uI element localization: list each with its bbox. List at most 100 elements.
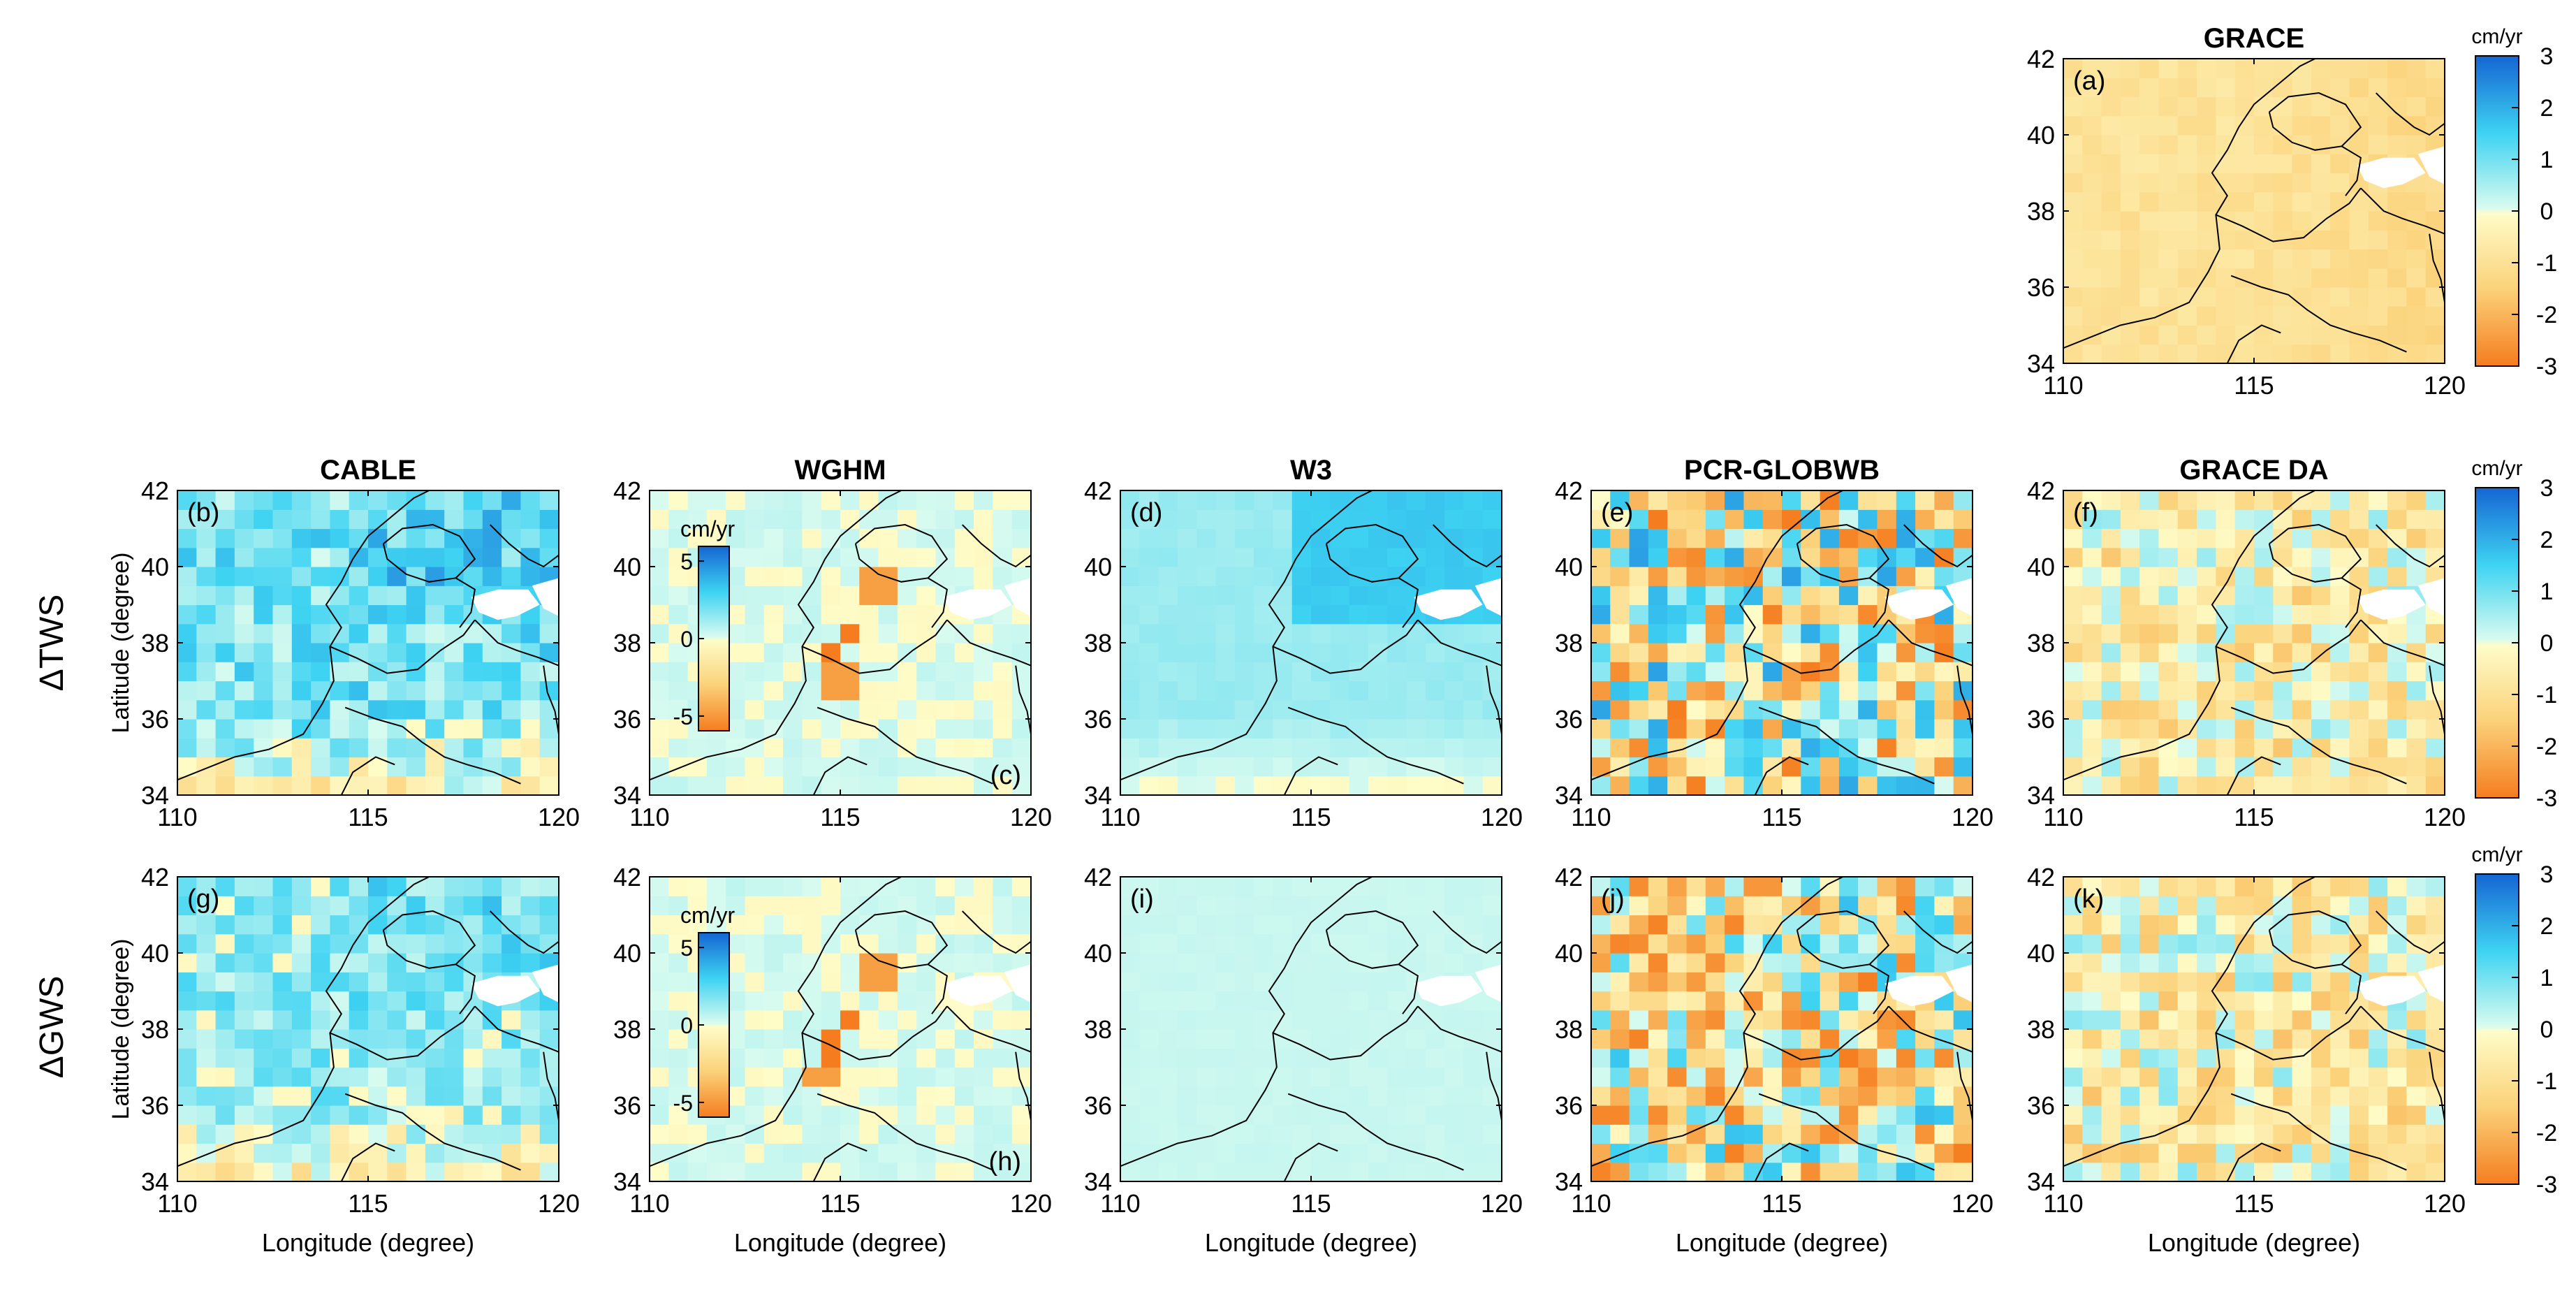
heatmap-cell bbox=[783, 585, 803, 606]
panel-title: WGHM bbox=[794, 455, 886, 486]
heatmap-cell bbox=[2177, 268, 2197, 288]
heatmap-cell bbox=[650, 991, 669, 1011]
heatmap-cell bbox=[745, 1162, 765, 1181]
boundary-line bbox=[1903, 524, 1973, 568]
heatmap-cell bbox=[2273, 325, 2293, 345]
heatmap-cell bbox=[2082, 1143, 2102, 1163]
heatmap-cell bbox=[2311, 1124, 2331, 1144]
heatmap-cell bbox=[1387, 1067, 1407, 1087]
heatmap-cell bbox=[2254, 1124, 2274, 1144]
heatmap-cell bbox=[763, 915, 784, 935]
heatmap-cell bbox=[878, 567, 898, 586]
heatmap-cell bbox=[444, 877, 464, 896]
heatmap-cell bbox=[1667, 915, 1688, 935]
heatmap-cell bbox=[349, 680, 369, 701]
heatmap-cell bbox=[234, 623, 254, 643]
panel-tag: (d) bbox=[1130, 498, 1162, 527]
heatmap-cell bbox=[2139, 699, 2160, 720]
heatmap-cell bbox=[1196, 991, 1217, 1011]
heatmap-cell bbox=[935, 719, 956, 738]
heatmap-cell bbox=[916, 1048, 937, 1068]
heatmap-cell bbox=[1254, 915, 1273, 935]
heatmap-cell bbox=[1463, 719, 1484, 738]
x-tick-label: 120 bbox=[1481, 1189, 1523, 1218]
heatmap-cell bbox=[954, 643, 974, 662]
heatmap-cell bbox=[2349, 1162, 2369, 1181]
heatmap-cell bbox=[2158, 933, 2179, 954]
heatmap-cell bbox=[802, 738, 822, 758]
heatmap-cell bbox=[1406, 623, 1426, 643]
heatmap-cell bbox=[935, 528, 956, 548]
heatmap-cell bbox=[1120, 972, 1140, 992]
boundary-line bbox=[344, 706, 521, 785]
heatmap-cell bbox=[1349, 1124, 1369, 1144]
heatmap-cell bbox=[821, 972, 841, 992]
heatmap-cell bbox=[2349, 699, 2369, 720]
heatmap-cell bbox=[482, 528, 502, 548]
heatmap-cell bbox=[2177, 306, 2197, 326]
heatmap-cell bbox=[215, 1048, 235, 1068]
boundary-line bbox=[1869, 963, 1889, 1014]
heatmap-cell bbox=[2120, 1029, 2140, 1049]
heatmap-cell bbox=[954, 738, 974, 758]
heatmap-cell bbox=[234, 585, 254, 606]
heatmap-cell bbox=[2311, 154, 2331, 174]
heatmap-cell bbox=[1177, 953, 1197, 973]
heatmap-cell bbox=[1254, 1010, 1273, 1030]
y-tick-label: 42 bbox=[1084, 476, 1112, 505]
heatmap-cell bbox=[1782, 1029, 1801, 1049]
heatmap-cell bbox=[783, 738, 803, 758]
heatmap-cell bbox=[2158, 509, 2179, 530]
heatmap-cell bbox=[2082, 567, 2102, 586]
heatmap-cell bbox=[993, 1124, 1013, 1144]
heatmap-cell bbox=[1762, 567, 1783, 586]
heatmap-cell bbox=[2120, 933, 2140, 954]
heatmap-cell bbox=[1330, 1124, 1350, 1144]
heatmap-cell bbox=[916, 567, 937, 586]
heatmap-cell bbox=[254, 1124, 274, 1144]
heatmap-cell bbox=[802, 953, 822, 973]
heatmap-cell bbox=[254, 877, 274, 896]
boundary-line bbox=[802, 1005, 948, 1061]
heatmap-cell bbox=[1273, 1029, 1293, 1049]
heatmap-cell bbox=[2101, 1067, 2121, 1087]
heatmap-cell bbox=[2368, 933, 2388, 954]
boundary-line bbox=[1888, 619, 1973, 667]
heatmap-cell bbox=[1858, 933, 1878, 954]
heatmap-cell bbox=[1234, 643, 1254, 662]
heatmap-cell bbox=[425, 1010, 445, 1030]
x-tick-label: 115 bbox=[2234, 371, 2274, 400]
heatmap-cell bbox=[2330, 933, 2350, 954]
heatmap-cell bbox=[2349, 1029, 2369, 1049]
heatmap-cell bbox=[520, 509, 541, 530]
heatmap-cell bbox=[897, 1048, 917, 1068]
heatmap-cell bbox=[1120, 509, 1140, 530]
heatmap-cell bbox=[878, 585, 898, 606]
heatmap-cell bbox=[330, 643, 350, 662]
heatmap-cell bbox=[368, 972, 388, 992]
heatmap-cell bbox=[650, 643, 669, 662]
heatmap-cell bbox=[1463, 1105, 1484, 1125]
heatmap-cell bbox=[1444, 699, 1464, 720]
boundary-line bbox=[2216, 187, 2362, 242]
heatmap-cell bbox=[763, 567, 784, 586]
heatmap-cell bbox=[463, 1124, 483, 1144]
heatmap-cell bbox=[2368, 325, 2388, 345]
heatmap-cell bbox=[349, 972, 369, 992]
heatmap-cell bbox=[502, 738, 521, 758]
heatmap-cell bbox=[1120, 567, 1140, 586]
heatmap-cell bbox=[668, 490, 689, 510]
heatmap-cell bbox=[1139, 643, 1159, 662]
heatmap-cell bbox=[840, 1162, 860, 1181]
heatmap-cell bbox=[1254, 585, 1273, 606]
heatmap-cell bbox=[272, 1010, 293, 1030]
heatmap-cell bbox=[2197, 972, 2216, 992]
heatmap-cell bbox=[1877, 1105, 1897, 1125]
heatmap-cell bbox=[2216, 509, 2236, 530]
heatmap-cell bbox=[2273, 1029, 2293, 1049]
heatmap-cell bbox=[1234, 877, 1254, 896]
heatmap-cell bbox=[2082, 933, 2102, 954]
heatmap-cell bbox=[539, 757, 559, 777]
heatmap-cell bbox=[668, 528, 689, 548]
